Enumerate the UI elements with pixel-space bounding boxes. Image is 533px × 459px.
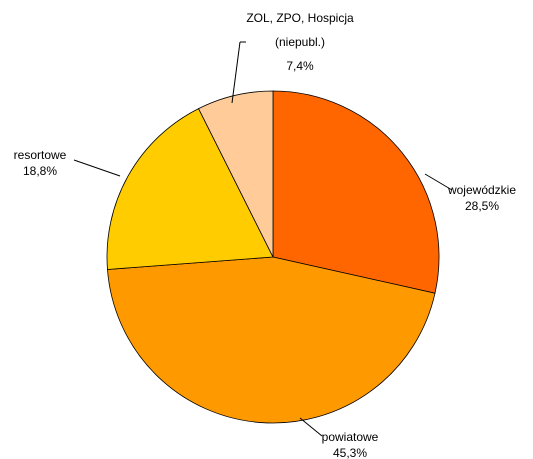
pie-slice [107,256,436,424]
leader-line [424,173,453,191]
slice-label: resortowe [13,148,67,162]
slice-value-label: 7,4% [286,59,314,73]
leader-line [299,417,323,437]
slice-label: ZOL, ZPO, Hospicja (niepubl.) [246,11,354,49]
leader-line [231,41,241,104]
slice-value-label: 18,8% [22,164,58,178]
pie-slice [272,90,440,294]
slice-value-label: 28,5% [464,199,500,213]
slice-value-label: 45,3% [332,446,368,459]
slice-label: wojewódzkie [447,183,517,197]
pie-slice [106,108,274,270]
pie-slice [198,90,274,258]
leader-line [73,159,121,177]
slice-label: powiatowe [321,430,379,444]
